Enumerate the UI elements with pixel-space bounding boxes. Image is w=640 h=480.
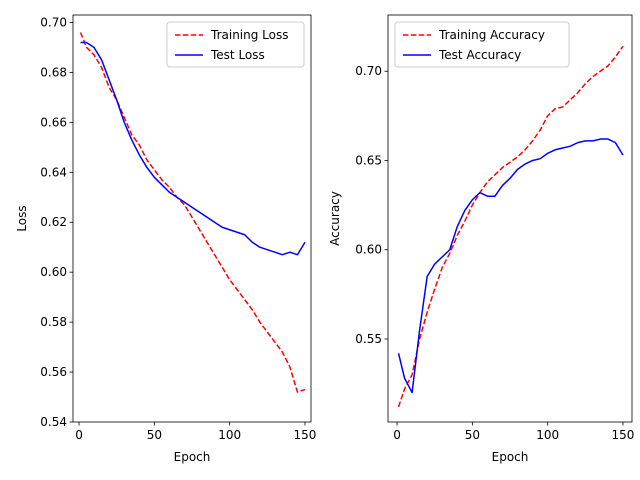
series-line-test — [80, 41, 306, 256]
legend: Training Accuracy Test Accuracy — [394, 21, 570, 68]
y-axis-label: Loss — [15, 205, 29, 231]
y-tick-label: 0.55 — [355, 332, 382, 346]
x-tick-label: 50 — [147, 428, 162, 442]
y-tick-label: 0.60 — [40, 265, 67, 279]
axes-frame — [72, 14, 312, 423]
legend-label: Test Loss — [210, 48, 265, 62]
y-tick-label: 0.62 — [40, 215, 67, 229]
axes-frame — [387, 14, 633, 423]
y-tick-label: 0.65 — [355, 153, 382, 167]
y-tick-label: 0.68 — [40, 65, 67, 79]
y-tick-label: 0.58 — [40, 315, 67, 329]
y-tick-label: 0.60 — [355, 243, 382, 257]
x-axis-label: Epoch — [174, 450, 211, 464]
legend-label: Training Loss — [210, 28, 288, 42]
x-axis-label: Epoch — [492, 450, 529, 464]
legend-label: Test Accuracy — [438, 48, 521, 62]
x-tick-label: 50 — [465, 428, 480, 442]
series-line-test — [397, 138, 624, 394]
x-tick-label: 150 — [294, 428, 317, 442]
loss-panel: 0 50 100 150 0.54 0.56 0.58 0.60 0.62 0.64 0.66 0.6… — [15, 14, 317, 464]
y-tick-label: 0.56 — [40, 365, 67, 379]
legend: Training Loss Test Loss — [166, 21, 305, 68]
y-tick-label: 0.54 — [40, 415, 67, 429]
y-tick-label: 0.70 — [355, 64, 382, 78]
y-axis-label: Accuracy — [328, 191, 342, 246]
y-tick-label: 0.66 — [40, 115, 67, 129]
x-tick-label: 150 — [612, 428, 635, 442]
x-tick-label: 100 — [218, 428, 241, 442]
series-line-train — [397, 45, 624, 408]
accuracy-panel: 0 50 100 150 0.55 0.60 0.65 0.70 Epoch Accuracy Tr… — [328, 14, 635, 464]
x-tick-label: 100 — [536, 428, 559, 442]
series-line-train — [79, 32, 306, 393]
x-tick-label: 0 — [75, 428, 83, 442]
legend-label: Training Accuracy — [438, 28, 545, 42]
y-tick-label: 0.70 — [40, 15, 67, 29]
x-tick-label: 0 — [393, 428, 401, 442]
legend-box — [394, 21, 570, 68]
y-tick-label: 0.64 — [40, 165, 67, 179]
